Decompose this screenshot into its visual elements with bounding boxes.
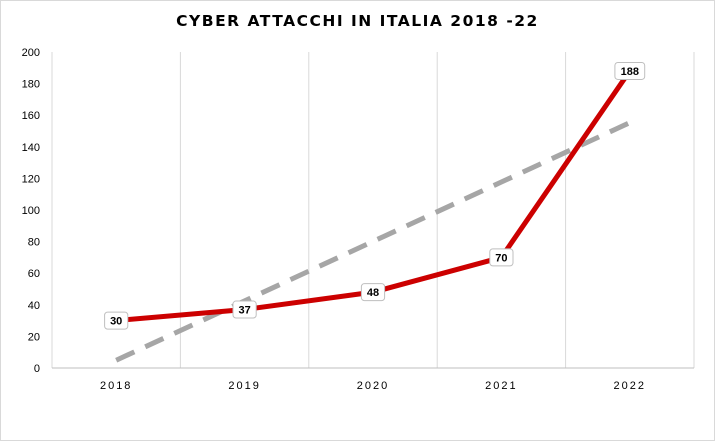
data-label: 70 — [489, 248, 514, 267]
x-tick-label: 2022 — [614, 380, 646, 392]
series-line — [113, 68, 633, 324]
y-tick-label: 100 — [22, 205, 40, 217]
x-tick-label: 2021 — [485, 380, 517, 392]
y-axis-ticks: 0 20 40 60 80 100 120 140 160 180 200 — [22, 47, 40, 375]
data-label: 48 — [360, 283, 386, 302]
gridlines — [51, 52, 695, 368]
data-label-box — [104, 311, 129, 330]
x-tick-label: 2019 — [228, 380, 260, 392]
data-labels: 30 37 48 70 188 — [104, 61, 646, 330]
y-tick-label: 40 — [28, 300, 40, 312]
data-label-box — [360, 283, 386, 302]
data-label-text: 30 — [110, 316, 122, 328]
data-label-text: 37 — [238, 305, 250, 317]
y-tick-label: 140 — [22, 142, 40, 154]
data-label: 37 — [232, 300, 257, 319]
y-tick-label: 160 — [22, 110, 40, 122]
chart-title: CYBER ATTACCHI IN ITALIA 2018 -22 — [176, 12, 539, 30]
x-tick-label: 2018 — [100, 380, 132, 392]
y-tick-label: 200 — [22, 47, 40, 59]
x-axis-ticks: 2018 2019 2020 2021 2022 — [100, 380, 646, 392]
y-tick-label: 120 — [22, 173, 40, 185]
data-label-box — [489, 248, 514, 267]
y-tick-label: 20 — [28, 331, 40, 343]
data-label: 188 — [614, 61, 646, 80]
series-layer — [113, 68, 633, 363]
data-label-box — [232, 300, 257, 319]
y-tick-label: 80 — [28, 237, 40, 249]
data-label-text: 48 — [367, 287, 379, 299]
data-label-box — [614, 61, 646, 80]
x-tick-label: 2020 — [357, 380, 389, 392]
y-tick-label: 60 — [28, 268, 40, 280]
data-label: 30 — [104, 311, 129, 330]
y-tick-label: 0 — [34, 363, 40, 375]
trendline — [115, 120, 631, 363]
data-label-text: 188 — [621, 66, 639, 78]
data-label-text: 70 — [495, 252, 507, 264]
y-tick-label: 180 — [22, 79, 40, 91]
